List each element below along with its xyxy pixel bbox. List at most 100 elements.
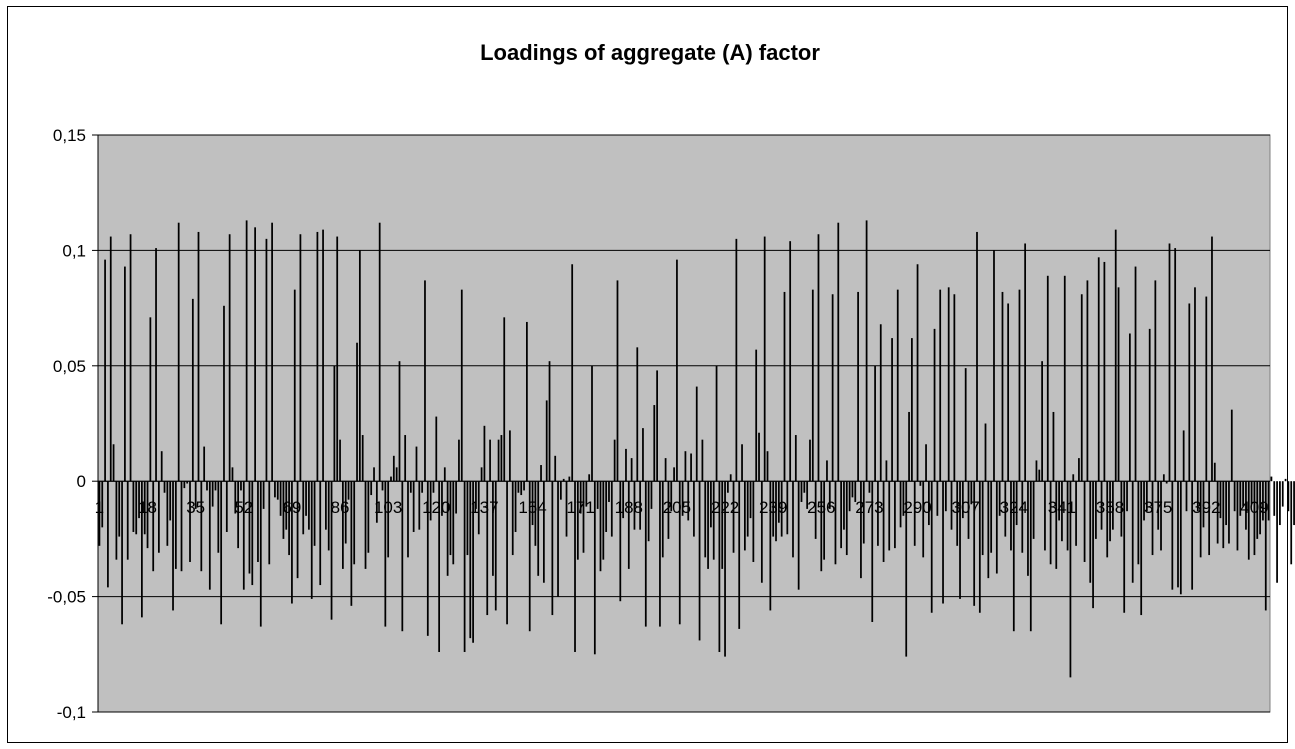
- bar: [557, 481, 559, 597]
- bar: [828, 481, 831, 509]
- bar: [211, 481, 214, 507]
- bar: [458, 439, 460, 482]
- bar: [435, 416, 438, 482]
- bar: [1083, 481, 1086, 562]
- bar: [118, 481, 121, 537]
- bar: [189, 481, 191, 562]
- bar: [794, 435, 797, 482]
- bar: [237, 481, 240, 549]
- bar: [353, 481, 356, 565]
- bar: [373, 467, 375, 482]
- bar: [775, 481, 777, 542]
- bar: [777, 481, 780, 523]
- bar: [1205, 296, 1208, 482]
- bar: [896, 289, 899, 482]
- bar: [254, 227, 256, 482]
- bar: [562, 478, 565, 482]
- bar: [1270, 476, 1273, 482]
- bar: [1253, 481, 1256, 556]
- bar: [466, 481, 469, 556]
- bar: [653, 405, 656, 482]
- bar: [769, 481, 772, 611]
- bar: [112, 444, 115, 482]
- bar: [633, 481, 636, 530]
- bar: [823, 481, 826, 560]
- bar: [1061, 481, 1063, 542]
- bar: [208, 481, 211, 590]
- x-tick-label: 409: [1240, 498, 1268, 517]
- bar: [851, 481, 854, 498]
- bar: [231, 467, 234, 482]
- bar: [789, 241, 792, 482]
- bar: [865, 220, 868, 482]
- bar: [291, 481, 293, 604]
- bar: [1279, 481, 1281, 526]
- bar: [693, 481, 695, 537]
- bar: [409, 481, 412, 493]
- bar: [792, 481, 794, 558]
- bar: [1287, 481, 1290, 512]
- bar: [1196, 481, 1199, 512]
- bar: [203, 446, 206, 482]
- bar: [475, 481, 477, 509]
- bar: [429, 481, 432, 521]
- bar: [526, 321, 528, 482]
- bar: [964, 368, 967, 482]
- bar: [879, 324, 882, 482]
- bar: [596, 481, 599, 509]
- bar: [1145, 481, 1148, 512]
- x-tick-label: 392: [1192, 498, 1220, 517]
- bar: [820, 481, 823, 572]
- bar: [712, 481, 715, 560]
- bar: [1290, 481, 1293, 565]
- bar: [1239, 481, 1242, 516]
- bar: [401, 481, 404, 632]
- bar: [554, 455, 557, 482]
- bar: [1010, 481, 1012, 551]
- bar: [1128, 333, 1131, 482]
- bar: [1267, 481, 1270, 521]
- bar: [494, 481, 497, 611]
- bar: [177, 222, 180, 482]
- bar: [950, 481, 953, 530]
- x-tick-label: 52: [234, 498, 253, 517]
- x-tick-label: 154: [518, 498, 546, 517]
- bar: [104, 259, 106, 482]
- bar: [647, 481, 650, 542]
- bar: [953, 294, 956, 482]
- bar: [894, 481, 896, 549]
- bar: [1250, 481, 1253, 505]
- bar: [1236, 481, 1239, 551]
- bar: [741, 444, 743, 482]
- x-tick-label: 324: [1000, 498, 1028, 517]
- bar: [251, 481, 254, 586]
- y-tick-labels: -0,1 -0,05 0 0,05 0,1 0,15: [47, 126, 86, 722]
- bar: [1120, 481, 1123, 537]
- bar: [1247, 481, 1250, 560]
- bar: [115, 481, 118, 560]
- bar: [1233, 481, 1236, 512]
- bar: [656, 370, 658, 482]
- bar: [885, 460, 888, 482]
- bar: [1106, 481, 1109, 558]
- bar: [1052, 411, 1055, 482]
- bar: [347, 481, 350, 500]
- y-tick-label: -0,1: [57, 703, 86, 722]
- bar: [214, 481, 217, 491]
- bar: [1194, 287, 1196, 482]
- bar: [729, 474, 732, 482]
- bar: [223, 305, 225, 482]
- bar: [891, 338, 893, 482]
- bar: [265, 238, 268, 482]
- bar: [135, 481, 138, 535]
- bar: [868, 481, 871, 493]
- bar: [622, 481, 625, 519]
- bar: [322, 229, 324, 482]
- bar: [817, 234, 820, 482]
- bar: [1245, 481, 1247, 530]
- bar: [710, 481, 712, 528]
- bar: [981, 481, 984, 556]
- bar: [809, 439, 811, 482]
- x-tick-label: 35: [186, 498, 205, 517]
- bar: [183, 481, 186, 489]
